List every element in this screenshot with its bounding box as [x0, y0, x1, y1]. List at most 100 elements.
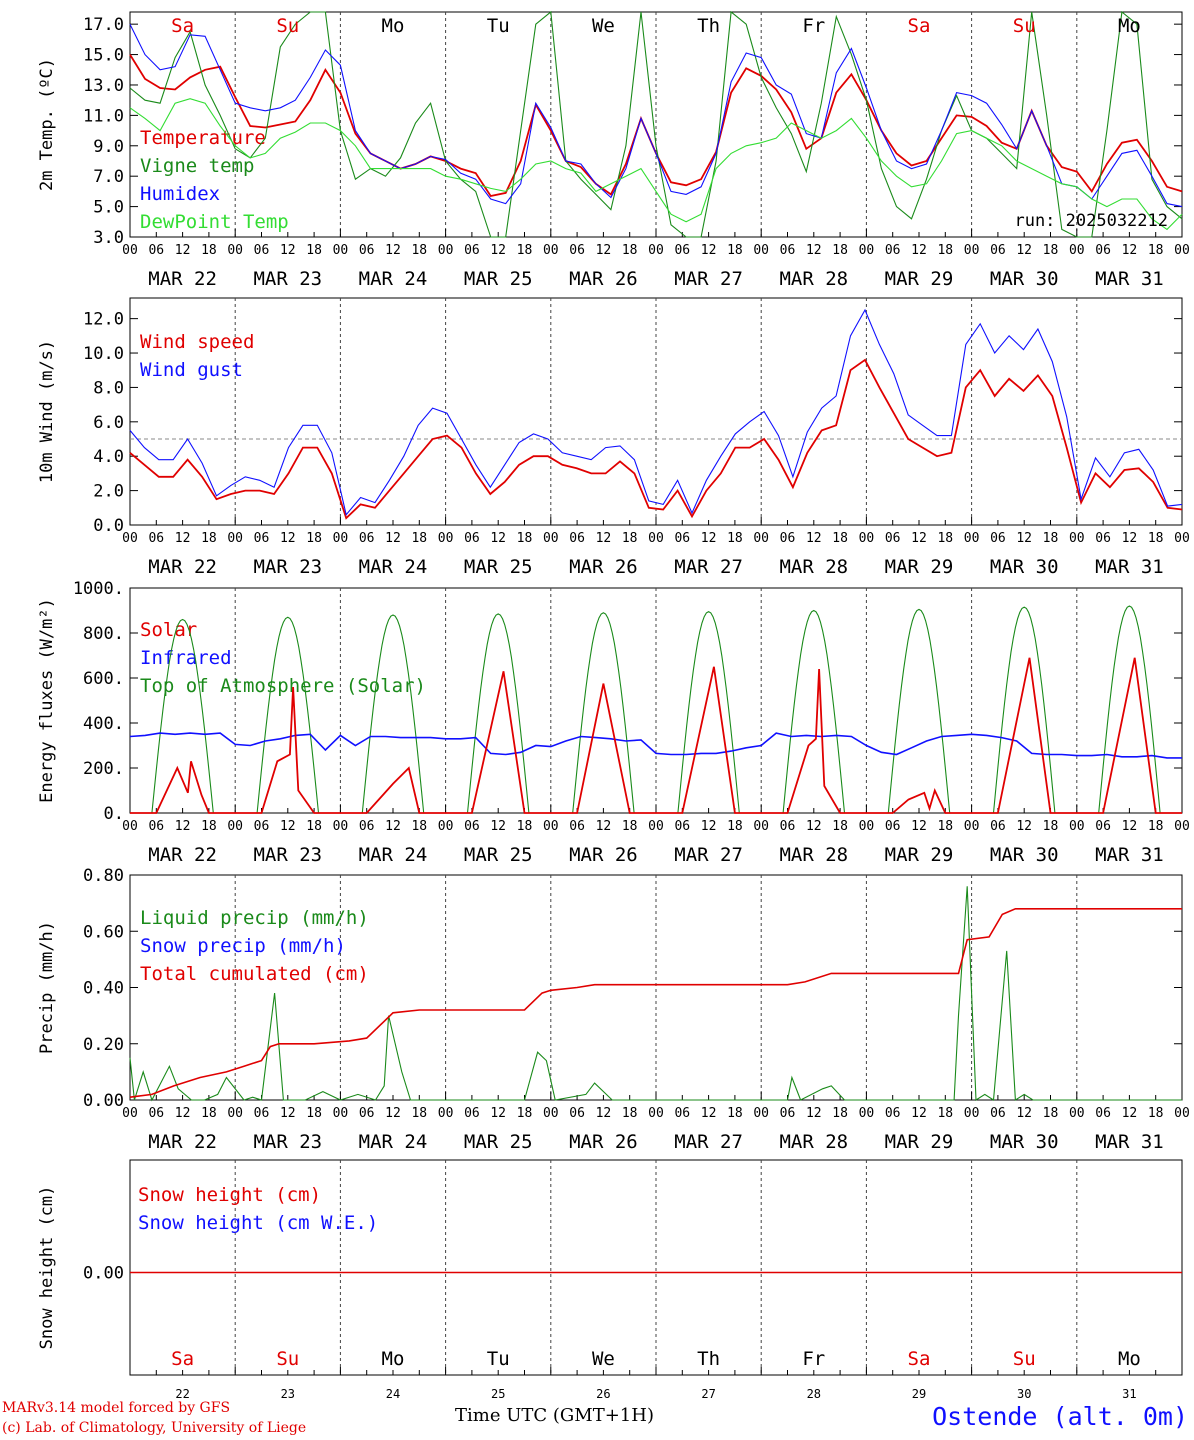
- panel-temp-date-label: MAR 29: [885, 268, 954, 290]
- panel-energy-hour-label: 12: [490, 819, 506, 834]
- panel-precip-hour-label: 00: [859, 1106, 875, 1121]
- panel-temp-hour-label: 06: [1095, 243, 1111, 258]
- panel-wind-hour-label: 12: [911, 531, 927, 546]
- panel-wind-hour-label: 00: [438, 531, 454, 546]
- panel-wind-hour-label: 12: [701, 531, 717, 546]
- panel-energy-hour-label: 00: [1174, 819, 1190, 834]
- panel-temp-date-label: MAR 31: [1095, 268, 1164, 290]
- panel-precip-hour-label: 18: [937, 1106, 953, 1121]
- panel-precip-hour-label: 12: [911, 1106, 927, 1121]
- panel-energy-series-1: [129, 732, 1182, 759]
- panel-energy-date-label: MAR 22: [148, 844, 217, 866]
- panel-energy-hour-label: 12: [806, 819, 822, 834]
- panel-temp-hour-label: 06: [569, 243, 585, 258]
- panel-snow-day-number: 29: [912, 1387, 926, 1401]
- panel-precip-hour-label: 12: [701, 1106, 717, 1121]
- panel-energy-hour-label: 06: [990, 819, 1006, 834]
- panel-temp-hour-label: 18: [1043, 243, 1059, 258]
- panel-temp-ytick-label: 15.0: [83, 46, 124, 66]
- panel-energy-hour-label: 00: [227, 819, 243, 834]
- panel-snow-day-name: Th: [697, 1348, 720, 1370]
- panel-temp-day-name: Sa: [171, 15, 194, 37]
- panel-energy-hour-label: 18: [306, 819, 322, 834]
- panel-snow-legend-1: Snow height (cm W.E.): [138, 1212, 378, 1234]
- panel-wind-hour-label: 06: [254, 531, 270, 546]
- panel-energy-date-label: MAR 31: [1095, 844, 1164, 866]
- panel-wind-series-0: [129, 358, 1183, 520]
- panel-temp-hour-label: 18: [201, 243, 217, 258]
- panel-snow-day-name: Mo: [382, 1348, 405, 1370]
- panel-temp-frame: [129, 11, 1183, 238]
- panel-energy-hour-label: 00: [648, 819, 664, 834]
- panel-energy-hour-label: 18: [1043, 819, 1059, 834]
- panel-temp-hour-label: 00: [1069, 243, 1085, 258]
- panel-wind-hour-label: 18: [517, 531, 533, 546]
- panel-precip-date-label: MAR 27: [674, 1131, 743, 1153]
- lab-credit: (c) Lab. of Climatology, University of L…: [2, 1420, 307, 1436]
- panel-wind-ytick-label: 6.0: [93, 413, 124, 433]
- panel-precip-ytick-label: 0.40: [83, 979, 124, 999]
- panel-energy-hour-label: 00: [753, 819, 769, 834]
- panel-temp-legend-2: Humidex: [140, 183, 220, 205]
- panel-energy-date-label: MAR 24: [359, 844, 428, 866]
- panel-wind-hour-label: 06: [359, 531, 375, 546]
- panel-precip-date-label: MAR 25: [464, 1131, 533, 1153]
- panel-energy-hour-label: 06: [359, 819, 375, 834]
- panel-wind-hour-label: 06: [569, 531, 585, 546]
- panel-precip-date-label: MAR 24: [359, 1131, 428, 1153]
- panel-precip-hour-label: 06: [885, 1106, 901, 1121]
- panel-wind-ytick-label: 0.0: [93, 516, 124, 536]
- panel-energy-hour-label: 00: [964, 819, 980, 834]
- panel-snow-day-name: We: [592, 1348, 615, 1370]
- panel-wind-legend-0: Wind speed: [140, 331, 254, 353]
- panel-temp-date-label: MAR 24: [359, 268, 428, 290]
- panel-temp-hour-label: 06: [674, 243, 690, 258]
- panel-wind-date-label: MAR 29: [885, 556, 954, 578]
- panel-precip-hour-label: 12: [1122, 1106, 1138, 1121]
- panel-precip-ytick-label: 0.80: [83, 866, 124, 886]
- panel-temp-hour-label: 18: [727, 243, 743, 258]
- panel-wind-hour-label: 00: [543, 531, 559, 546]
- panel-precip-legend-1: Snow precip (mm/h): [140, 935, 346, 957]
- panel-precip-date-label: MAR 22: [148, 1131, 217, 1153]
- panel-temp-hour-label: 12: [596, 243, 612, 258]
- panel-wind-hour-label: 06: [464, 531, 480, 546]
- model-credit: MARv3.14 model forced by GFS: [2, 1400, 231, 1416]
- panel-snow-day-name: Sa: [171, 1348, 194, 1370]
- panel-wind-hour-label: 00: [227, 531, 243, 546]
- panel-energy-date-label: MAR 30: [990, 844, 1059, 866]
- panel-energy-hour-label: 18: [937, 819, 953, 834]
- panel-temp-day-name: Su: [276, 15, 299, 37]
- panel-wind-hour-label: 18: [201, 531, 217, 546]
- panel-precip-date-label: MAR 29: [885, 1131, 954, 1153]
- panel-wind-ytick-label: 4.0: [93, 447, 124, 467]
- panel-temp-date-label: MAR 28: [779, 268, 848, 290]
- panel-snow-ytick-label: 0.00: [83, 1264, 124, 1284]
- panel-snow-day-name: Su: [1013, 1348, 1036, 1370]
- panel-energy-date-label: MAR 27: [674, 844, 743, 866]
- panel-temp-hour-label: 00: [753, 243, 769, 258]
- panel-energy-hour-label: 18: [832, 819, 848, 834]
- panel-energy-hour-label: 00: [543, 819, 559, 834]
- panel-temp-series-3: [129, 98, 1183, 231]
- panel-wind-hour-label: 00: [753, 531, 769, 546]
- panel-temp-hour-label: 06: [990, 243, 1006, 258]
- panel-temp-hour-label: 12: [1016, 243, 1032, 258]
- panel-precip-hour-label: 18: [201, 1106, 217, 1121]
- panel-precip-hour-label: 00: [1174, 1106, 1190, 1121]
- panel-precip-hour-label: 06: [990, 1106, 1006, 1121]
- panel-temp-day-name: Mo: [1118, 15, 1141, 37]
- panel-temp-hour-label: 06: [780, 243, 796, 258]
- panel-temp-run-label: run: 2025032212: [1014, 211, 1168, 231]
- panel-temp-hour-label: 12: [806, 243, 822, 258]
- panel-precip-hour-label: 00: [122, 1106, 138, 1121]
- panel-temp-day-name: Th: [697, 15, 720, 37]
- panel-wind-ylabel: 10m Wind (m/s): [37, 340, 57, 483]
- panel-precip-hour-label: 12: [1016, 1106, 1032, 1121]
- panel-temp-date-label: MAR 27: [674, 268, 743, 290]
- panel-energy-hour-label: 18: [411, 819, 427, 834]
- panel-precip-date-label: MAR 31: [1095, 1131, 1164, 1153]
- panel-temp-hour-label: 06: [254, 243, 270, 258]
- panel-temp-hour-label: 06: [148, 243, 164, 258]
